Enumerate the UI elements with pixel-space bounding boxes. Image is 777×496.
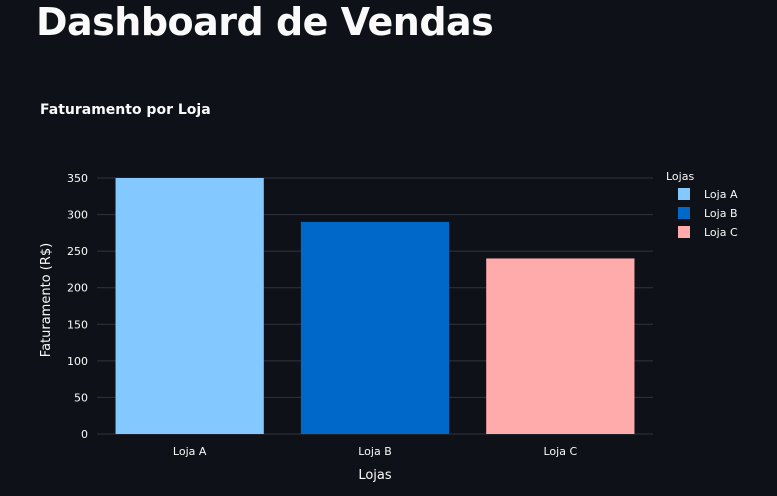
y-axis-ticks: 0 50 100 150 200 250 300 350: [67, 172, 88, 441]
bars: [115, 178, 635, 434]
legend-item-loja-b[interactable]: Loja B: [678, 207, 738, 220]
bar-loja-a[interactable]: [115, 178, 264, 434]
y-tick-label: 0: [81, 428, 88, 441]
y-tick-label: 200: [67, 282, 88, 295]
bar-loja-b[interactable]: [300, 221, 450, 434]
chart-title: Faturamento por Loja: [40, 102, 211, 118]
y-tick-label: 100: [67, 355, 88, 368]
y-tick-label: 50: [74, 391, 88, 404]
x-axis-ticks: Loja A Loja B Loja C: [173, 445, 578, 458]
x-tick-label: Loja A: [173, 445, 207, 458]
x-axis-title: Lojas: [358, 468, 392, 483]
y-tick-label: 300: [67, 209, 88, 222]
legend-label: Loja A: [704, 188, 738, 201]
legend-label: Loja B: [704, 207, 738, 220]
legend-title: Lojas: [666, 170, 694, 183]
x-tick-label: Loja C: [544, 445, 578, 458]
page-title: Dashboard de Vendas: [36, 0, 494, 44]
y-tick-label: 250: [67, 245, 88, 258]
legend-swatch: [678, 207, 690, 219]
x-tick-label: Loja B: [358, 445, 392, 458]
bar-chart: Faturamento por Loja 0 50 100 150 200 250 300 3…: [39, 102, 738, 483]
y-tick-label: 150: [67, 318, 88, 331]
legend-swatch: [678, 188, 690, 200]
legend-item-loja-c[interactable]: Loja C: [678, 226, 738, 239]
y-tick-label: 350: [67, 172, 88, 185]
bar-loja-c[interactable]: [486, 258, 635, 434]
y-axis-title: Faturamento (R$): [39, 243, 54, 357]
legend-swatch: [678, 226, 690, 238]
legend-label: Loja C: [704, 226, 738, 239]
legend-item-loja-a[interactable]: Loja A: [678, 188, 738, 201]
legend[interactable]: Lojas Loja A Loja B Loja C: [666, 170, 738, 239]
